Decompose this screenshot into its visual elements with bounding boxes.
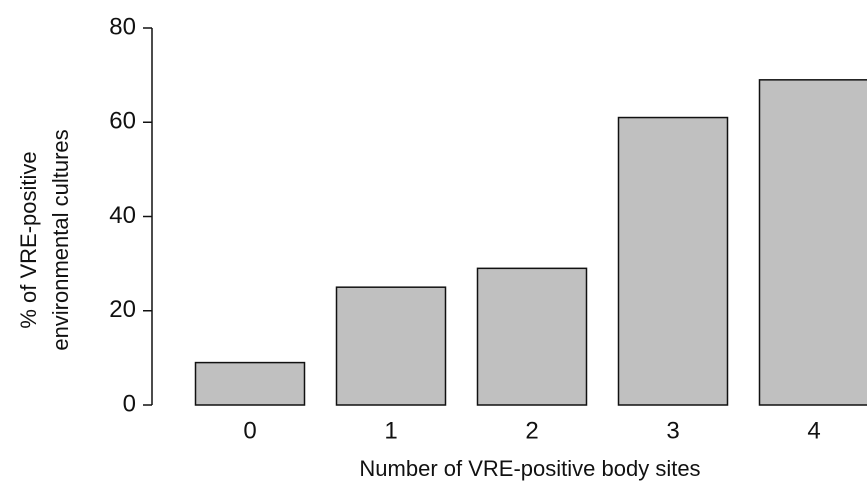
- x-axis-label: Number of VRE-positive body sites: [359, 456, 700, 481]
- x-tick-label: 3: [666, 417, 679, 444]
- bar: [617, 116, 729, 406]
- y-axis-label: environmental cultures: [48, 129, 73, 350]
- y-tick-label: 80: [109, 13, 136, 40]
- x-tick-label: 1: [384, 417, 397, 444]
- x-tick-label: 2: [525, 417, 538, 444]
- x-tick-label: 4: [807, 417, 820, 444]
- y-tick-label: 0: [123, 390, 136, 417]
- bar: [335, 286, 447, 406]
- y-tick-label: 20: [109, 296, 136, 323]
- y-tick-label: 60: [109, 108, 136, 135]
- y-tick-label: 40: [109, 202, 136, 229]
- bar: [758, 79, 867, 406]
- y-axis-label: % of VRE-positive: [16, 151, 41, 328]
- x-tick-label: 0: [243, 417, 256, 444]
- bar: [194, 361, 306, 406]
- bar: [476, 267, 588, 406]
